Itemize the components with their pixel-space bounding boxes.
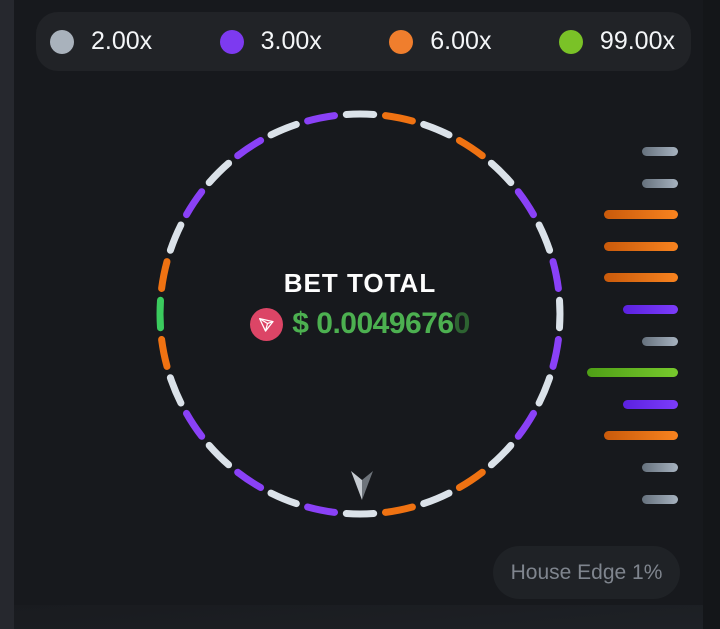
- wheel-segment-3x: [183, 409, 206, 440]
- tron-icon: [250, 307, 284, 341]
- history-bar-3x: [623, 305, 678, 314]
- wheel-segment-2x: [420, 120, 453, 139]
- wheel-segment-6x: [382, 112, 416, 125]
- wheel-segment-2x: [205, 159, 233, 187]
- wheel-segment-2x: [420, 489, 453, 508]
- house-edge-badge[interactable]: House Edge 1%: [493, 546, 680, 599]
- wheel-segment-3x: [514, 409, 537, 440]
- legend-dot-icon-6x: [389, 29, 414, 54]
- legend-label: 6.00x: [430, 27, 492, 55]
- wheel-segment-2x: [535, 374, 554, 407]
- history-bar-2x: [642, 147, 678, 156]
- legend-item-3x: 3.00x: [219, 27, 322, 56]
- wheel-segment-2x: [487, 441, 515, 469]
- history-bar-6x: [604, 431, 678, 440]
- history-bar-2x: [642, 463, 678, 472]
- history-bar-6x: [604, 210, 678, 219]
- wheel-segment-6x: [158, 258, 171, 292]
- history-bar-2x: [642, 495, 678, 504]
- legend-dot-icon-99x: [558, 29, 583, 54]
- wheel-segment-2x: [166, 221, 185, 254]
- wheel-segment-6x: [455, 468, 486, 491]
- history-bar-2x: [642, 179, 678, 188]
- legend-item-2x: 2.00x: [50, 27, 152, 56]
- legend-item-99x: 99.00x: [558, 27, 675, 56]
- bet-amount-value: $ 0.00496760: [292, 307, 471, 340]
- wheel-segment-3x: [234, 137, 265, 160]
- bet-total-amount: $ 0.00496760: [0, 305, 720, 343]
- wheel-segment-2x: [166, 374, 185, 407]
- right-edge-divider: [703, 0, 720, 629]
- wheel-segment-3x: [234, 468, 265, 491]
- wheel-segment-6x: [158, 336, 171, 370]
- wheel-segment-6x: [382, 503, 416, 516]
- wheel-segment-2x: [267, 489, 300, 508]
- wheel-segment-3x: [304, 503, 338, 516]
- down-arrow-icon: [351, 471, 373, 500]
- history-bar-99x: [587, 368, 678, 377]
- legend-dot-icon-3x: [219, 29, 244, 54]
- wheel-segment-3x: [183, 188, 206, 219]
- wheel-segment-2x: [487, 159, 515, 187]
- wheel-segment-3x: [549, 258, 562, 292]
- history-bar-2x: [642, 337, 678, 346]
- wheel-segment-3x: [514, 188, 537, 219]
- bet-total-label: BET TOTAL: [283, 268, 437, 298]
- legend-item-6x: 6.00x: [389, 27, 491, 56]
- legend-label: 2.00x: [91, 27, 153, 55]
- legend-dot-icon-2x: [50, 29, 74, 54]
- legend-label: 3.00x: [260, 27, 322, 55]
- history-bar-3x: [623, 400, 678, 409]
- history-bar-6x: [604, 273, 678, 282]
- bottom-panel-edge: [14, 605, 703, 629]
- wheel-segment-2x: [267, 120, 300, 139]
- wheel-segment-2x: [205, 441, 233, 469]
- wheel-segment-2x: [535, 221, 554, 254]
- wheel-segment-3x: [549, 336, 562, 370]
- multiplier-legend: 2.00x 3.00x 6.00x 99.00x: [36, 12, 691, 71]
- legend-label: 99.00x: [599, 27, 675, 55]
- wheel-segment-3x: [304, 112, 338, 125]
- history-bar-6x: [604, 242, 678, 251]
- wheel-segment-6x: [455, 137, 486, 160]
- left-edge-divider: [0, 0, 14, 629]
- bet-amount-trailing-digit: 0: [453, 307, 471, 340]
